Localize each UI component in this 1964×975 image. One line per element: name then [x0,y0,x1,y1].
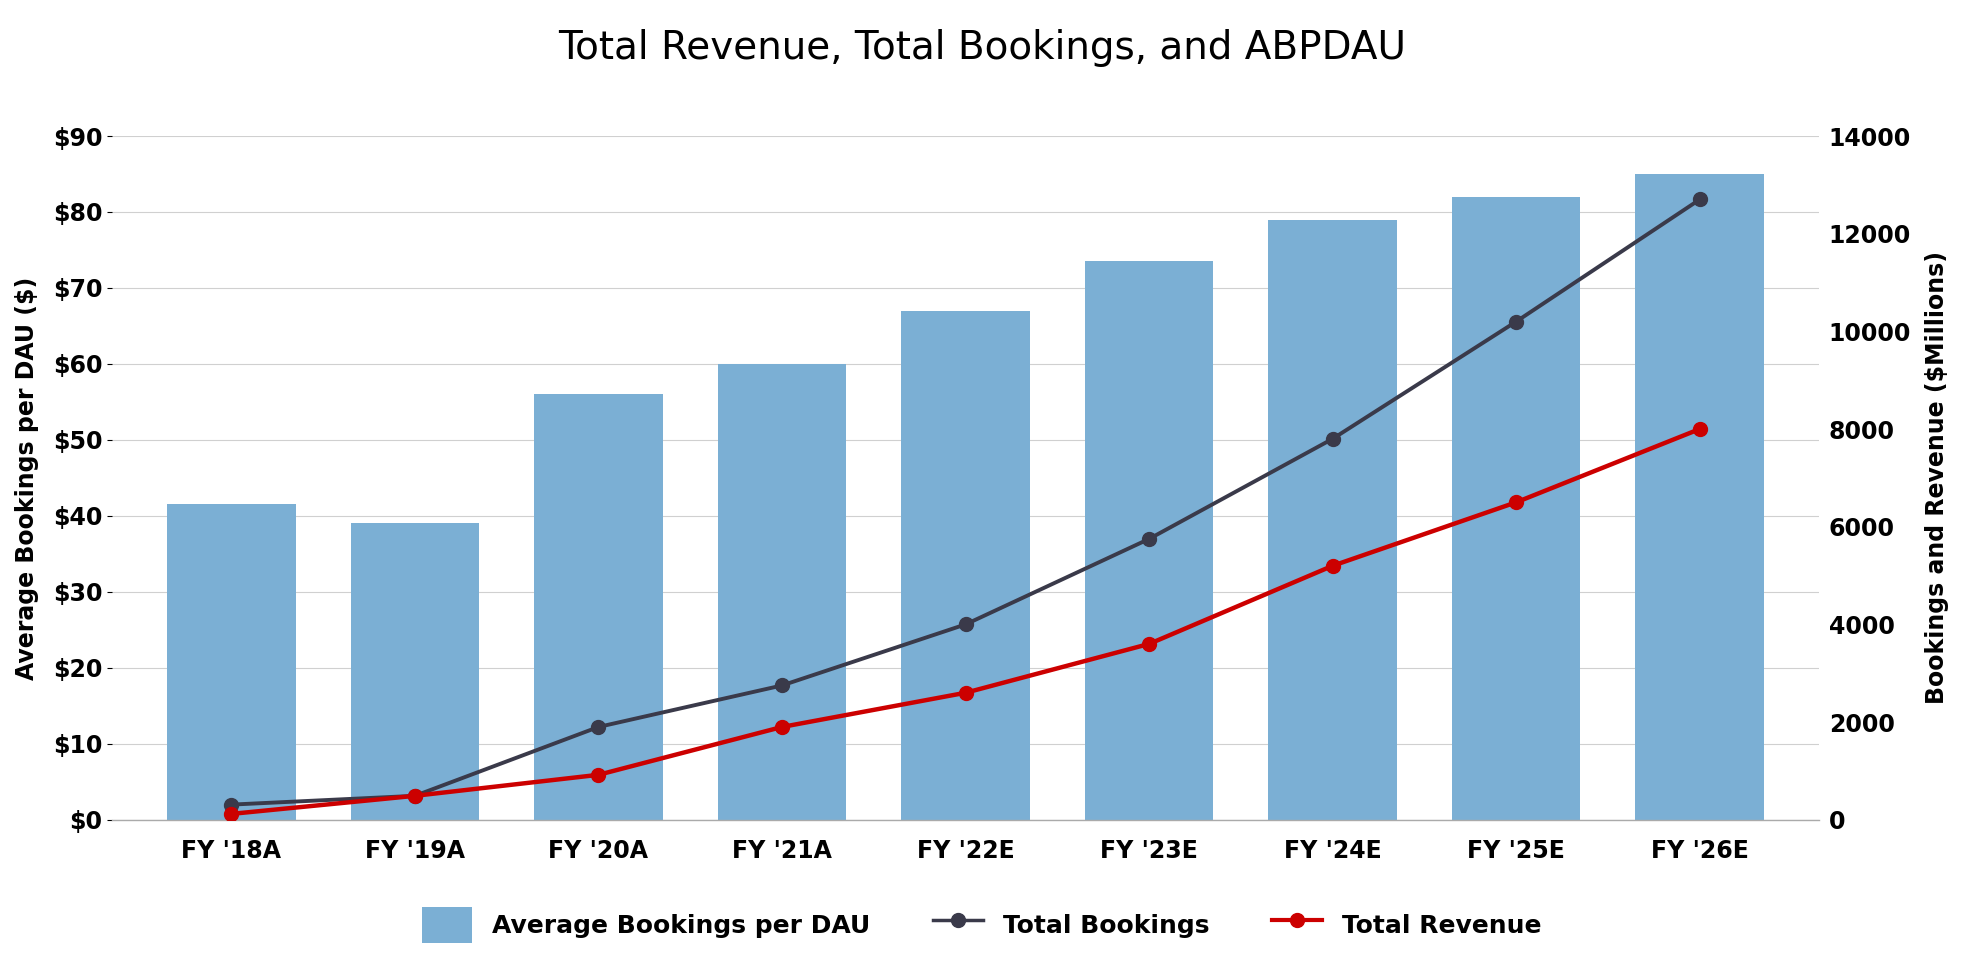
Bar [167,504,297,820]
Bar [1451,197,1581,820]
Bar [717,364,846,820]
Bar [901,311,1029,820]
Y-axis label: Bookings and Revenue ($Millions): Bookings and Revenue ($Millions) [1925,252,1948,704]
Bar [1636,174,1764,820]
Bar [534,394,662,820]
Bar [1084,261,1214,820]
Text: Total Revenue, Total Bookings, and ABPDAU: Total Revenue, Total Bookings, and ABPDA… [558,29,1406,67]
Y-axis label: Average Bookings per DAU ($): Average Bookings per DAU ($) [16,276,39,680]
Legend: Average Bookings per DAU, Total Bookings, Total Revenue: Average Bookings per DAU, Total Bookings… [412,897,1552,953]
Bar [1269,219,1396,820]
Bar [352,524,479,820]
